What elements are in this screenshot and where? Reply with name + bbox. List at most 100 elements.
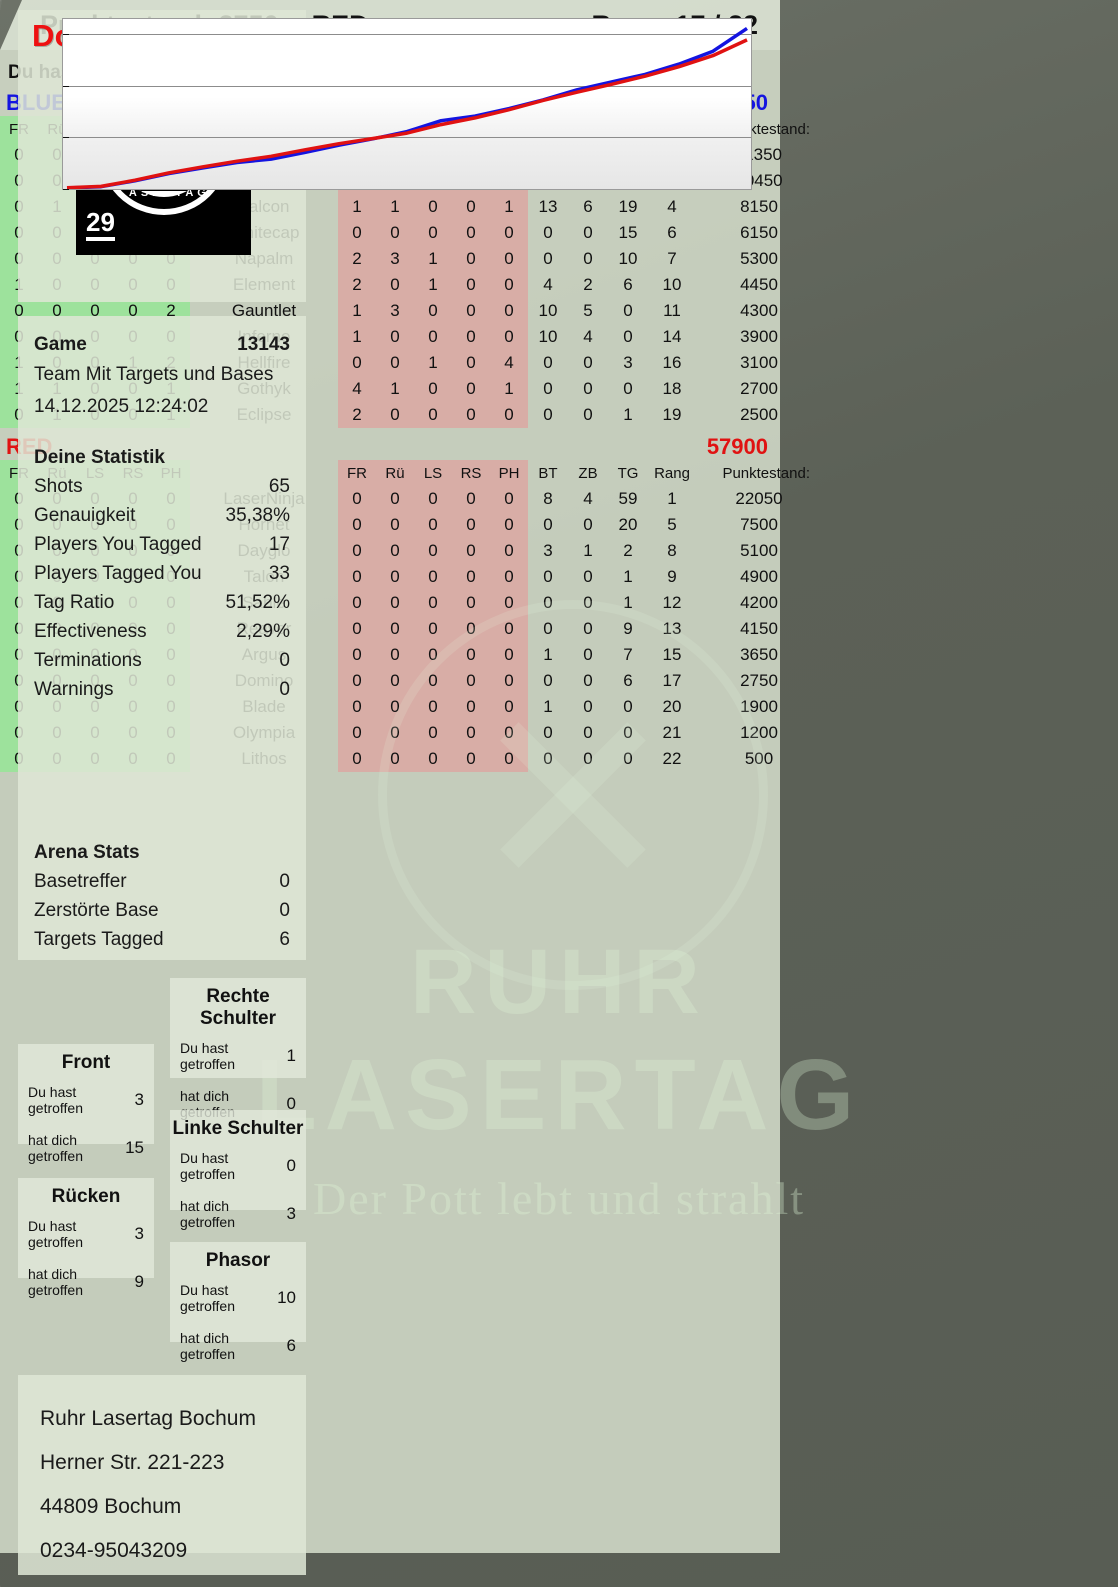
- cell-score: 22050: [735, 489, 783, 508]
- bodypart-left-shoulder: Linke Schulter Du hast getroffen 0 hat dich…: [170, 1110, 306, 1230]
- cell-got-FR: 1: [338, 324, 376, 350]
- cell-got-Rü: 0: [376, 694, 414, 720]
- arena-stats-title-text: Arena Stats: [34, 842, 140, 863]
- cell-bt: 4: [543, 275, 553, 294]
- cell-zb: 0: [583, 645, 593, 664]
- cell-score: 1900: [740, 697, 778, 716]
- bodypart-got-hit-label: hat dich getroffen: [28, 1132, 84, 1164]
- bodypart-got-hit-label: hat dich getroffen: [180, 1330, 236, 1362]
- cell-tg: 0: [623, 327, 633, 346]
- cell-bt: 0: [543, 249, 553, 268]
- bodypart-title: Rechte Schulter: [199, 986, 277, 1029]
- cell-got-RS: 0: [452, 246, 490, 272]
- chart-series-red: [66, 38, 748, 189]
- stat-label: Genauigkeit: [34, 505, 136, 526]
- cell-got-LS: 0: [414, 538, 452, 564]
- cell-bt: 0: [543, 405, 553, 424]
- cell-got-FR: 1: [338, 298, 376, 324]
- arena-stats-block: Arena Stats Basetreffer 0 Zerstörte Base 0 T…: [18, 838, 306, 954]
- game-mode: Team Mit Targets und Bases: [34, 364, 274, 385]
- your-stats-title-text: Deine Statistik: [34, 447, 165, 468]
- team-total-score: 57900: [706, 434, 768, 459]
- chart-lines: [66, 26, 748, 189]
- cell-got-RS: 0: [452, 402, 490, 428]
- cell-got-Rü: 0: [376, 564, 414, 590]
- cell-got-Rü: 0: [376, 486, 414, 512]
- arena-stat-row: Targets Tagged 6: [34, 925, 290, 954]
- stat-label: Players Tagged You: [34, 563, 202, 584]
- cell-got-FR: 2: [338, 272, 376, 298]
- cell-tg: 1: [623, 567, 633, 586]
- cell-got-LS: 0: [414, 512, 452, 538]
- stat-value: 35,38%: [225, 505, 290, 526]
- cell-got-PH: 0: [490, 720, 528, 746]
- cell-got-Rü: 0: [376, 642, 414, 668]
- cell-zb: 0: [583, 223, 593, 242]
- cell-score: 1200: [740, 723, 778, 742]
- cell-got-LS: 0: [414, 642, 452, 668]
- cell-zb: 1: [583, 541, 593, 560]
- bodypart-got-hit-row: hat dich getroffen 15: [18, 1132, 154, 1164]
- cell-score: 2750: [740, 671, 778, 690]
- cell-got-PH: 4: [490, 350, 528, 376]
- stat-row: Players You Tagged 17: [34, 530, 290, 559]
- game-row: Game 13143: [34, 330, 290, 359]
- cell-got-PH: 1: [490, 376, 528, 402]
- stat-value: 33: [268, 563, 290, 584]
- cell-got-FR: 0: [338, 538, 376, 564]
- cell-bt: 0: [543, 723, 553, 742]
- arena-stat-row: Zerstörte Base 0: [34, 896, 290, 925]
- cell-got-PH: 0: [490, 324, 528, 350]
- cell-got-RS: 0: [452, 376, 490, 402]
- bodypart-hit-row: Du hast getroffen 10: [170, 1282, 306, 1314]
- chart-tick-mark: [63, 137, 69, 139]
- cell-got-FR: 0: [338, 694, 376, 720]
- stat-label: Terminations: [34, 650, 142, 671]
- bodypart-hit-label: Du hast getroffen: [180, 1040, 236, 1072]
- logo-number: 29: [86, 209, 115, 241]
- cell-tg: 6: [623, 275, 633, 294]
- cell-got-Rü: 3: [376, 246, 414, 272]
- cell-got-FR: 1: [338, 194, 376, 220]
- cell-got-FR: 0: [338, 746, 376, 772]
- cell-score: 3650: [740, 645, 778, 664]
- cell-got-RS: 0: [452, 720, 490, 746]
- bodypart-phasor: Phasor Du hast getroffen 10 hat dich getrof…: [170, 1242, 306, 1362]
- cell-bt: 0: [543, 379, 553, 398]
- bodypart-title: Front: [61, 1052, 111, 1073]
- cell-got-Rü: 0: [376, 538, 414, 564]
- cell-got-RS: 0: [452, 220, 490, 246]
- col-header-BT: BT: [538, 464, 558, 482]
- col-header-got-PH: PH: [490, 460, 528, 486]
- bodypart-hit-row: Du hast getroffen 3: [18, 1084, 154, 1116]
- chart-plot-area: 0200004000060000: [62, 18, 752, 190]
- cell-zb: 4: [583, 489, 593, 508]
- cell-bt: 1: [543, 697, 553, 716]
- bodypart-got-hit-row: hat dich getroffen 3: [170, 1198, 306, 1230]
- game-label: Game: [34, 334, 87, 355]
- bodypart-back: Rücken Du hast getroffen 3 hat dich getroff…: [18, 1178, 154, 1298]
- your-stats-title: Deine Statistik: [34, 443, 290, 472]
- cell-tg: 2: [623, 541, 633, 560]
- arena-stat-label: Zerstörte Base: [34, 900, 159, 921]
- stat-row: Shots 65: [34, 472, 290, 501]
- game-datetime: 14.12.2025 12:24:02: [34, 396, 209, 417]
- cell-got-RS: 0: [452, 642, 490, 668]
- cell-got-LS: 0: [414, 668, 452, 694]
- stat-label: Warnings: [34, 679, 114, 700]
- bodypart-hit-value: 10: [277, 1288, 296, 1307]
- cell-got-LS: 0: [414, 616, 452, 642]
- cell-zb: 0: [583, 405, 593, 424]
- stat-label: Shots: [34, 476, 83, 497]
- cell-got-Rü: 0: [376, 272, 414, 298]
- bodypart-hit-value: 0: [286, 1156, 296, 1175]
- cell-zb: 0: [583, 697, 593, 716]
- cell-got-RS: 0: [452, 298, 490, 324]
- stat-row: Players Tagged You 33: [34, 559, 290, 588]
- cell-zb: 0: [583, 671, 593, 690]
- cell-zb: 0: [583, 619, 593, 638]
- cell-score: 4300: [740, 301, 778, 320]
- cell-score: 7500: [740, 515, 778, 534]
- cell-got-FR: 0: [338, 564, 376, 590]
